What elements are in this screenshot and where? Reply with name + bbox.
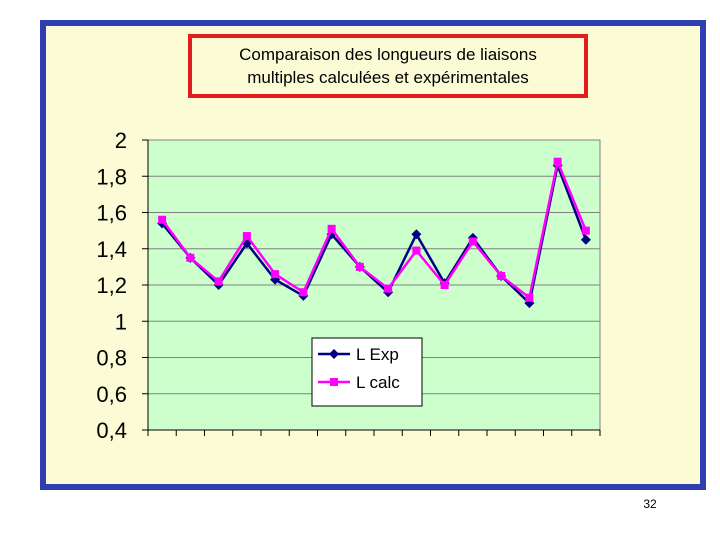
data-point (355, 262, 364, 271)
data-point (327, 224, 336, 233)
data-point (158, 215, 167, 224)
data-point (553, 157, 562, 166)
data-point (186, 253, 195, 262)
data-point (384, 284, 393, 293)
y-tick-label: 1,6 (96, 201, 127, 226)
y-tick-label: 2 (115, 128, 127, 153)
data-point (412, 246, 421, 255)
data-point (581, 226, 590, 235)
y-tick-label: 0,8 (96, 346, 127, 371)
series-line (161, 157, 588, 300)
chart-title-box: Comparaison des longueurs de liaisons mu… (188, 34, 588, 98)
chart-title-line-1: Comparaison des longueurs de liaisons (239, 45, 537, 64)
page-number: 32 (643, 497, 657, 511)
y-tick-label: 0,6 (96, 382, 127, 407)
data-point (242, 232, 251, 241)
y-tick-label: 1,8 (96, 164, 127, 189)
data-point (440, 281, 449, 289)
data-point (525, 293, 534, 302)
chart-title-line-2: multiples calculées et expérimentales (247, 68, 529, 87)
data-point (214, 277, 223, 286)
legend-box (311, 337, 423, 407)
legend-marker (329, 349, 339, 359)
data-point (580, 234, 591, 245)
legend-label: L calc (356, 373, 400, 392)
data-point (271, 270, 280, 279)
data-point (411, 229, 422, 240)
legend-label: L Exp (356, 345, 399, 364)
y-tick-label: 0,4 (96, 418, 127, 443)
series-line (161, 160, 588, 306)
y-tick-label: 1,2 (96, 273, 127, 298)
y-tick-label: 1,4 (96, 237, 127, 262)
data-point (497, 271, 506, 280)
legend-marker (330, 378, 338, 386)
data-point (299, 288, 308, 297)
y-tick-label: 1 (115, 309, 127, 334)
data-point (468, 237, 477, 246)
